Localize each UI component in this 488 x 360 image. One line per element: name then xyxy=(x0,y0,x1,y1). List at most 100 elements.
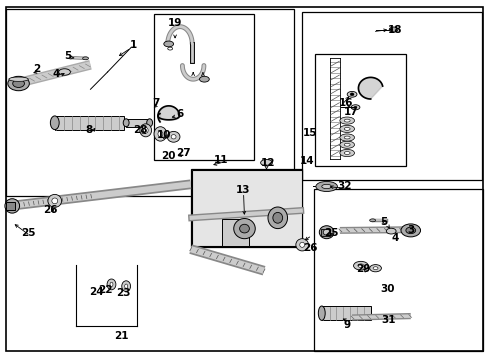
Text: 16: 16 xyxy=(338,98,353,108)
Ellipse shape xyxy=(372,267,377,270)
Ellipse shape xyxy=(323,229,329,235)
Ellipse shape xyxy=(346,91,356,97)
Ellipse shape xyxy=(349,93,353,96)
Ellipse shape xyxy=(82,57,88,60)
Ellipse shape xyxy=(344,152,349,154)
Text: 7: 7 xyxy=(151,98,159,108)
Text: 29: 29 xyxy=(355,264,369,274)
Ellipse shape xyxy=(400,224,420,237)
Ellipse shape xyxy=(163,41,173,47)
Ellipse shape xyxy=(344,143,349,146)
Text: 3: 3 xyxy=(407,225,413,235)
Text: 23: 23 xyxy=(116,288,130,298)
Ellipse shape xyxy=(315,181,337,192)
Ellipse shape xyxy=(295,239,308,251)
Text: 22: 22 xyxy=(98,285,112,295)
Text: 11: 11 xyxy=(213,155,228,165)
Ellipse shape xyxy=(110,282,113,287)
Text: 15: 15 xyxy=(303,128,317,138)
Ellipse shape xyxy=(199,76,209,82)
Ellipse shape xyxy=(350,105,359,110)
Ellipse shape xyxy=(388,27,397,32)
Text: 28: 28 xyxy=(133,125,148,135)
Ellipse shape xyxy=(386,228,395,234)
Text: 9: 9 xyxy=(343,320,350,330)
Ellipse shape xyxy=(267,207,287,229)
Ellipse shape xyxy=(13,80,24,87)
Bar xyxy=(222,219,249,246)
Text: 13: 13 xyxy=(236,185,250,195)
Ellipse shape xyxy=(239,224,249,233)
Ellipse shape xyxy=(167,47,172,50)
Text: 25: 25 xyxy=(21,228,36,238)
Bar xyxy=(315,54,405,166)
Ellipse shape xyxy=(124,284,127,288)
Ellipse shape xyxy=(48,194,61,207)
Ellipse shape xyxy=(50,116,59,130)
Ellipse shape xyxy=(260,159,272,166)
Text: 27: 27 xyxy=(176,148,190,158)
Text: 5: 5 xyxy=(64,51,71,61)
Text: 4: 4 xyxy=(52,69,60,79)
Ellipse shape xyxy=(339,141,354,148)
Ellipse shape xyxy=(233,219,255,239)
Text: 30: 30 xyxy=(379,284,394,294)
Ellipse shape xyxy=(272,212,282,223)
Ellipse shape xyxy=(9,77,28,81)
Bar xyxy=(321,306,370,320)
Text: 21: 21 xyxy=(114,330,128,341)
Text: 5: 5 xyxy=(380,217,386,228)
Ellipse shape xyxy=(52,198,58,204)
Text: 8: 8 xyxy=(85,125,92,135)
Bar xyxy=(55,116,124,130)
Text: 2: 2 xyxy=(33,64,40,74)
Bar xyxy=(190,169,302,247)
Ellipse shape xyxy=(143,127,148,133)
Ellipse shape xyxy=(339,149,354,157)
Bar xyxy=(313,189,482,351)
Ellipse shape xyxy=(321,184,331,189)
Ellipse shape xyxy=(405,227,415,234)
Ellipse shape xyxy=(158,131,163,137)
Text: 25: 25 xyxy=(324,228,338,238)
Ellipse shape xyxy=(8,76,29,91)
Text: 32: 32 xyxy=(337,181,351,192)
Ellipse shape xyxy=(389,28,392,31)
Ellipse shape xyxy=(140,124,151,137)
Ellipse shape xyxy=(369,219,375,222)
Ellipse shape xyxy=(122,281,130,292)
Text: 6: 6 xyxy=(176,109,183,120)
Ellipse shape xyxy=(344,127,349,130)
Ellipse shape xyxy=(353,106,356,108)
Text: 26: 26 xyxy=(42,204,57,215)
Bar xyxy=(320,229,329,236)
Bar xyxy=(126,119,149,127)
Text: 18: 18 xyxy=(387,24,402,35)
Text: 10: 10 xyxy=(156,130,171,140)
Bar xyxy=(6,202,15,210)
Ellipse shape xyxy=(339,125,354,132)
Ellipse shape xyxy=(107,279,116,290)
Ellipse shape xyxy=(369,265,381,272)
Text: 4: 4 xyxy=(390,233,398,243)
Ellipse shape xyxy=(171,135,176,139)
Polygon shape xyxy=(358,77,382,99)
Ellipse shape xyxy=(154,127,166,141)
Ellipse shape xyxy=(123,119,129,127)
Ellipse shape xyxy=(167,131,180,142)
Ellipse shape xyxy=(339,134,354,141)
Text: 17: 17 xyxy=(343,107,358,117)
Ellipse shape xyxy=(59,69,70,75)
Ellipse shape xyxy=(353,261,367,270)
Text: 12: 12 xyxy=(260,158,275,168)
Ellipse shape xyxy=(344,119,349,122)
Ellipse shape xyxy=(357,264,363,267)
Text: 14: 14 xyxy=(299,156,314,166)
Text: 31: 31 xyxy=(381,315,395,325)
Bar xyxy=(191,170,301,246)
Ellipse shape xyxy=(299,242,304,247)
Text: 19: 19 xyxy=(167,18,182,28)
Ellipse shape xyxy=(5,199,20,213)
Text: 1: 1 xyxy=(129,40,136,50)
Bar xyxy=(154,14,254,160)
